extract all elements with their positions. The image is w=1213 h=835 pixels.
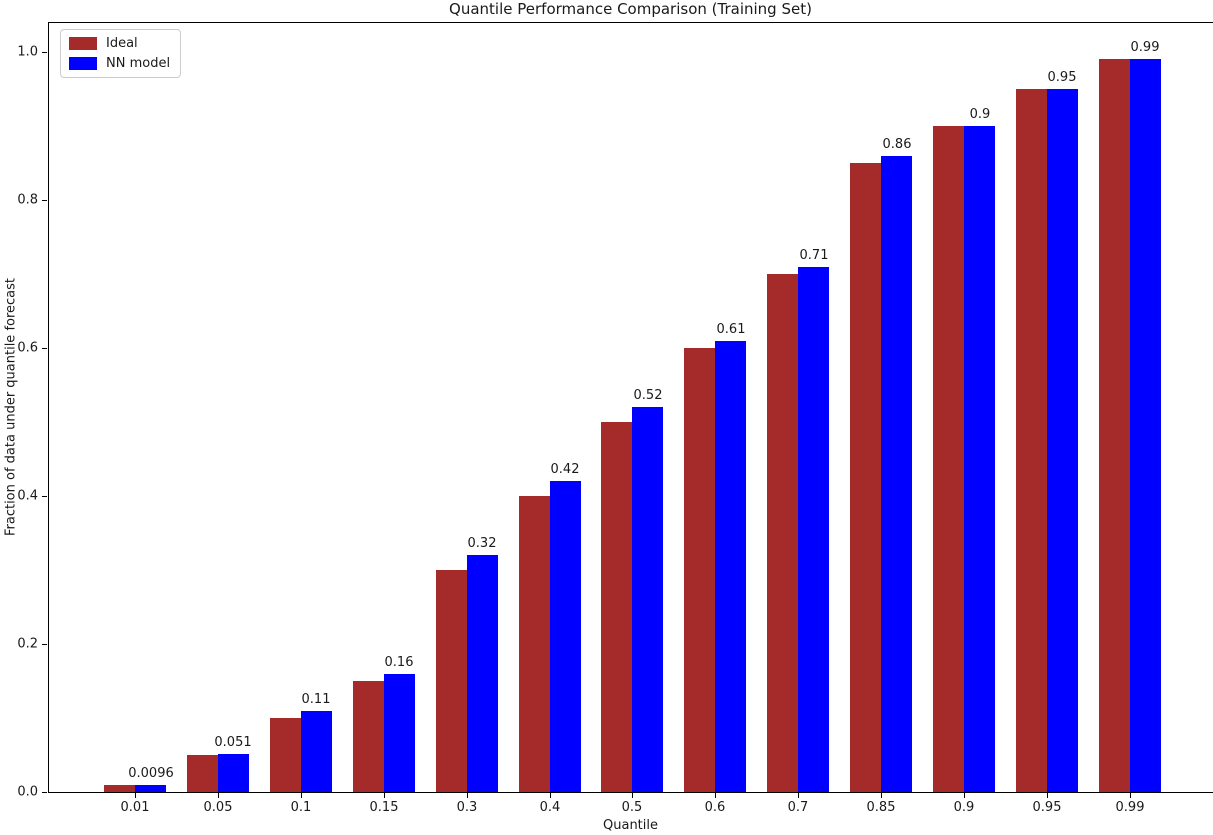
bar-value-label: 0.61 [716, 322, 746, 337]
bar-ideal [933, 126, 964, 792]
legend-label-ideal: Ideal [106, 36, 138, 51]
x-tick-label: 0.1 [290, 800, 312, 815]
x-tick-label: 0.7 [787, 800, 809, 815]
y-tick-mark [42, 52, 47, 53]
x-tick-label: 0.01 [120, 800, 150, 815]
bar-ideal [187, 755, 218, 792]
bar-nn-model [881, 156, 912, 792]
y-tick-label: 0.8 [17, 192, 38, 208]
bar-nn-model [964, 126, 995, 792]
bar-nn-model [1047, 89, 1078, 792]
x-tick-mark [218, 793, 219, 798]
y-tick-mark [42, 496, 47, 497]
x-tick-mark [135, 793, 136, 798]
bar-nn-model [384, 674, 415, 792]
x-tick-label: 0.6 [704, 800, 726, 815]
legend-label-nn-model: NN model [106, 56, 171, 71]
bar-nn-model [632, 407, 663, 792]
y-tick-mark [42, 792, 47, 793]
bar-ideal [1099, 59, 1130, 792]
bar-value-label: 0.52 [633, 388, 663, 403]
bar-ideal [436, 570, 467, 792]
legend-item-ideal: Ideal [69, 36, 170, 51]
bar-value-label: 0.86 [882, 137, 912, 152]
bar-value-label: 0.051 [214, 735, 252, 750]
x-tick-label: 0.95 [1032, 800, 1062, 815]
x-tick-mark [1047, 793, 1048, 798]
bar-nn-model [550, 481, 581, 792]
y-tick-mark [42, 644, 47, 645]
x-tick-mark [881, 793, 882, 798]
bar-value-label: 0.11 [301, 692, 331, 707]
bar-ideal [767, 274, 798, 792]
x-axis-title: Quantile [603, 818, 658, 833]
x-tick-mark [798, 793, 799, 798]
bar-value-label: 0.71 [799, 248, 829, 263]
y-axis-line [48, 22, 49, 792]
x-tick-label: 0.9 [953, 800, 975, 815]
x-tick-label: 0.85 [866, 800, 896, 815]
x-tick-mark [632, 793, 633, 798]
legend-swatch-ideal-icon [69, 37, 97, 50]
bar-value-label: 0.99 [1130, 40, 1160, 55]
x-tick-label: 0.4 [539, 800, 561, 815]
bar-nn-model [135, 785, 166, 792]
bar-ideal [104, 785, 135, 792]
x-tick-label: 0.99 [1115, 800, 1145, 815]
y-tick-label: 0.2 [17, 636, 38, 652]
legend-item-nn-model: NN model [69, 56, 170, 71]
x-tick-label: 0.5 [621, 800, 643, 815]
bar-value-label: 0.9 [969, 107, 991, 122]
bar-value-label: 0.16 [384, 655, 414, 670]
bar-value-label: 0.32 [467, 536, 497, 551]
bar-nn-model [1130, 59, 1161, 792]
bar-ideal [353, 681, 384, 792]
x-tick-label: 0.15 [369, 800, 399, 815]
bar-nn-model [301, 711, 332, 792]
bar-ideal [1016, 89, 1047, 792]
y-tick-mark [42, 200, 47, 201]
bar-ideal [270, 718, 301, 792]
y-axis-title: Fraction of data under quantile forecast [3, 277, 19, 537]
bar-nn-model [467, 555, 498, 792]
y-tick-label: 0.4 [17, 488, 38, 504]
top-spine-line [48, 22, 1213, 23]
x-tick-mark [384, 793, 385, 798]
x-tick-label: 0.3 [456, 800, 478, 815]
y-tick-label: 1.0 [17, 44, 38, 60]
bar-ideal [850, 163, 881, 792]
bar-value-label: 0.0096 [128, 766, 174, 781]
bar-value-label: 0.42 [550, 462, 580, 477]
bar-nn-model [715, 341, 746, 792]
x-tick-mark [715, 793, 716, 798]
bar-ideal [519, 496, 550, 792]
x-tick-mark [550, 793, 551, 798]
x-tick-mark [467, 793, 468, 798]
y-tick-label: 0.6 [17, 340, 38, 356]
y-tick-label: 0.0 [17, 784, 38, 800]
bar-ideal [601, 422, 632, 792]
bar-ideal [684, 348, 715, 792]
chart-title: Quantile Performance Comparison (Trainin… [449, 0, 812, 18]
bar-nn-model [218, 754, 249, 792]
legend: Ideal NN model [60, 29, 182, 78]
x-axis-line [48, 792, 1213, 793]
x-tick-label: 0.05 [203, 800, 233, 815]
y-tick-mark [42, 348, 47, 349]
legend-swatch-nn-model-icon [69, 57, 97, 70]
x-tick-mark [1130, 793, 1131, 798]
x-tick-mark [301, 793, 302, 798]
bar-nn-model [798, 267, 829, 792]
x-tick-mark [964, 793, 965, 798]
bar-value-label: 0.95 [1047, 70, 1077, 85]
